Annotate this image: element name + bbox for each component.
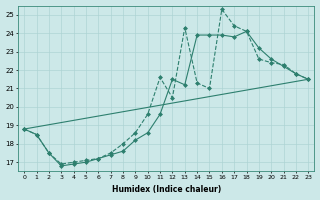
X-axis label: Humidex (Indice chaleur): Humidex (Indice chaleur) [112, 185, 221, 194]
